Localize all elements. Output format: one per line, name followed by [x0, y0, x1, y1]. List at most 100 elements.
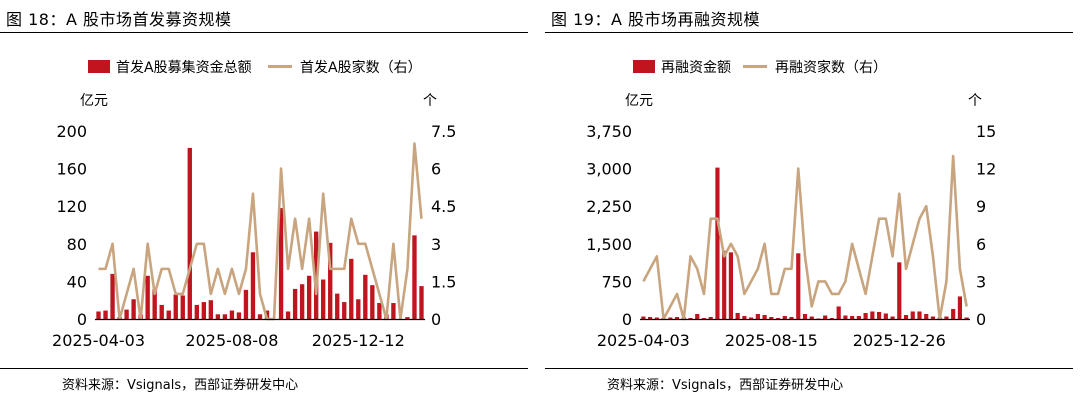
data-bar — [688, 318, 693, 319]
data-bar — [313, 231, 319, 319]
left-axis-unit: 亿元 — [625, 93, 653, 109]
right-axis-tick-label: 12 — [976, 160, 996, 179]
right-axis-tick-label: 3 — [976, 272, 986, 291]
right-source-rule — [545, 368, 1073, 369]
x-axis-tick-label: 2025-12-12 — [312, 331, 405, 350]
data-bar — [695, 313, 700, 319]
data-bar — [243, 289, 249, 319]
data-bar — [654, 317, 659, 319]
data-bar — [278, 208, 284, 319]
data-bar — [742, 315, 747, 319]
data-bar — [701, 318, 707, 319]
legend-bar-label: 首发A股募集资金总额 — [116, 59, 252, 76]
left-axis-tick-label: 160 — [56, 160, 87, 179]
data-bar — [187, 147, 192, 319]
x-axis-tick-label: 2025-04-03 — [52, 331, 145, 350]
data-bar — [796, 253, 801, 319]
data-bar — [957, 296, 962, 319]
right-axis-tick-label: 6 — [431, 160, 441, 179]
right-axis-tick-label: 0 — [431, 310, 441, 329]
count-line-series — [642, 154, 968, 321]
data-bar — [890, 316, 895, 319]
data-bar — [951, 308, 956, 319]
left-chart-panel: 图 18：A 股市场首发募资规模 首发A股募集资金总额 首发A股家数（右） 亿元 个 0… — [0, 0, 535, 406]
x-axis-tick-label: 2025-08-15 — [725, 331, 818, 350]
left-axis-unit: 亿元 — [80, 93, 108, 109]
left-title-rule — [0, 32, 528, 33]
right-source-note: 资料来源：Vsignals，西部证券研发中心 — [607, 378, 844, 393]
legend-line-label: 首发A股家数（右） — [300, 59, 422, 76]
data-bar — [789, 316, 794, 319]
data-bar — [964, 317, 969, 319]
left-axis-tick-label: 750 — [601, 272, 632, 291]
left-axis-tick-label: 3,750 — [586, 122, 632, 141]
data-bar — [816, 318, 821, 319]
right-axis-tick-label: 9 — [976, 197, 986, 216]
data-bar — [208, 300, 214, 319]
left-source-rule — [0, 368, 528, 369]
right-axis-tick-label: 4.5 — [431, 197, 456, 216]
data-bar — [917, 311, 922, 319]
right-axis-tick-label: 6 — [976, 235, 986, 254]
x-axis-tick-label: 2025-04-03 — [597, 331, 690, 350]
data-bar — [863, 312, 868, 319]
data-bar — [648, 316, 653, 319]
x-axis-tick-label: 2025-12-26 — [853, 331, 946, 350]
count-line-series — [98, 142, 423, 321]
data-bar — [755, 313, 760, 319]
left-axis-tick-label: 120 — [56, 197, 87, 216]
data-bar — [96, 311, 101, 319]
data-bar — [166, 310, 171, 319]
data-bar — [349, 258, 354, 319]
data-bar — [110, 273, 115, 319]
data-bar — [728, 252, 734, 319]
data-bar — [299, 284, 305, 319]
data-bar — [769, 316, 774, 319]
data-bar — [391, 303, 396, 319]
data-bar — [131, 299, 136, 319]
data-bar — [194, 304, 199, 319]
data-bar — [762, 314, 767, 319]
x-axis-tick-label: 2025-08-08 — [185, 331, 278, 350]
data-bar — [883, 313, 888, 319]
data-bar — [708, 316, 713, 319]
data-bar — [306, 275, 312, 319]
legend-bar-swatch — [88, 60, 110, 73]
right-title-rule — [545, 32, 1073, 33]
data-bar — [363, 274, 368, 319]
data-bar — [180, 295, 185, 319]
data-bar — [145, 275, 150, 319]
data-bar — [668, 317, 673, 319]
data-bar — [782, 315, 787, 319]
left-axis-tick-label: 40 — [67, 272, 87, 291]
data-bar — [715, 167, 720, 319]
data-bar — [412, 235, 417, 319]
left-source-note: 资料来源：Vsignals，西部证券研发中心 — [62, 378, 299, 393]
data-bar — [215, 314, 221, 319]
data-bar — [328, 242, 333, 319]
left-figure-title: 图 18：A 股市场首发募资规模 — [6, 10, 232, 29]
data-bar — [944, 316, 949, 319]
data-bar — [419, 286, 424, 319]
legend-line-label: 再融资家数（右） — [775, 59, 887, 76]
data-bar — [236, 312, 242, 319]
data-bar — [876, 311, 882, 319]
data-bar — [250, 252, 256, 319]
right-axis-tick-label: 7.5 — [431, 122, 456, 141]
data-bar — [823, 315, 828, 319]
data-bar — [173, 294, 178, 319]
data-bar — [405, 317, 410, 319]
data-bar — [870, 311, 875, 319]
data-bar — [903, 314, 909, 319]
data-bar — [321, 279, 326, 319]
right-axis-unit: 个 — [423, 93, 437, 109]
legend-bar-swatch — [633, 60, 655, 73]
data-bar — [775, 318, 781, 319]
right-axis-tick-label: 1.5 — [431, 272, 456, 291]
left-axis-tick-label: 0 — [77, 310, 87, 329]
data-bar — [292, 288, 298, 319]
data-bar — [910, 311, 915, 319]
data-bar — [124, 309, 129, 319]
data-bar — [850, 315, 855, 319]
data-bar — [335, 293, 340, 319]
